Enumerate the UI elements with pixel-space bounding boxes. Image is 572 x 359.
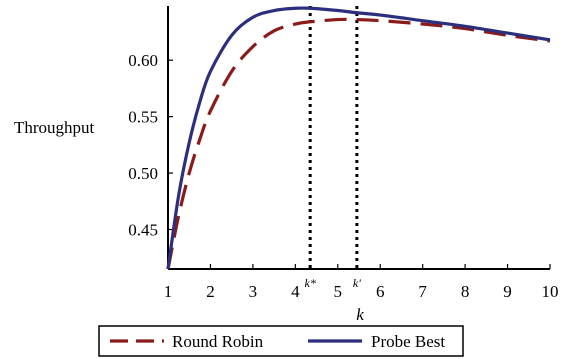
legend: Round Robin Probe Best	[98, 325, 464, 357]
x-tick-label: 9	[503, 282, 512, 301]
y-tick-label: 0.60	[128, 51, 158, 70]
series-lines	[166, 6, 551, 270]
x-tick-label: 1	[164, 282, 173, 301]
x-tick-label: 3	[249, 282, 258, 301]
y-axis-label: Throughput	[14, 118, 95, 137]
x-tick-label: 2	[206, 282, 215, 301]
marker-label: k'	[353, 276, 361, 290]
x-tick-label: 8	[461, 282, 470, 301]
marker-label: k*	[305, 276, 316, 290]
axes	[167, 6, 551, 270]
tick-labels: 1 2 3 4 5 6 7 8 9 10 0.45 0.50 0.55 0.60	[128, 51, 558, 301]
y-tick-label: 0.45	[128, 220, 158, 239]
x-tick-label: 10	[542, 282, 559, 301]
series-line-round-robin	[166, 17, 551, 270]
x-tick-label: 5	[334, 282, 343, 301]
legend-label: Probe Best	[371, 332, 445, 351]
series-line-probe-best	[166, 6, 551, 270]
legend-box	[98, 325, 464, 357]
x-tick-label: 6	[376, 282, 385, 301]
y-tick-label: 0.50	[128, 164, 158, 183]
legend-label: Round Robin	[172, 332, 264, 351]
x-axis-label: k	[356, 305, 364, 324]
x-tick-label: 7	[418, 282, 427, 301]
x-tick-label: 4	[291, 282, 300, 301]
marker-lines: k* k'	[305, 6, 361, 290]
y-tick-label: 0.55	[128, 108, 158, 127]
